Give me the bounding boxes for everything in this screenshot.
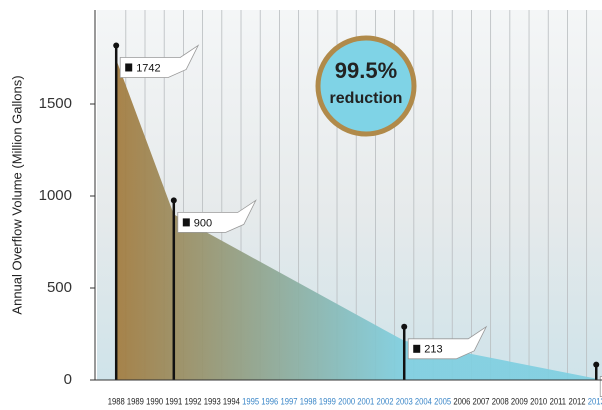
- flag: [177, 199, 257, 233]
- flag: [407, 325, 488, 360]
- y-tick-label: 1000: [39, 187, 72, 204]
- x-tick-label: 2003: [396, 396, 413, 407]
- x-tick-label: 2005: [434, 396, 451, 407]
- x-tick-label: 1996: [261, 396, 278, 407]
- x-tick-label: 1999: [319, 396, 336, 407]
- y-tick-label: 500: [47, 279, 72, 296]
- x-tick-label: 1988: [108, 396, 125, 407]
- x-tick-label: 2012: [569, 396, 586, 407]
- value-label: 900: [194, 217, 212, 229]
- x-tick-label: 2010: [530, 396, 547, 407]
- x-tick-label: 2007: [473, 396, 490, 407]
- value-label: 1742: [136, 62, 160, 74]
- badge-percent: 99.5%: [335, 58, 397, 83]
- x-tick-label: 1997: [281, 396, 298, 407]
- flag-marker: [125, 63, 133, 72]
- x-tick-label: 1992: [185, 396, 202, 407]
- y-axis-label: Annual Overflow Volume (Million Gallons): [9, 75, 24, 314]
- x-tick-label: 1998: [300, 396, 317, 407]
- point: [401, 323, 408, 330]
- x-tick-label: 1989: [127, 396, 144, 407]
- x-tick-label: 1991: [165, 396, 182, 407]
- flag: [119, 44, 200, 78]
- x-tick-label: 2008: [492, 396, 509, 407]
- x-tick-label: 2000: [338, 396, 355, 407]
- badge-text: reduction: [330, 90, 403, 107]
- x-tick-label: 2001: [357, 396, 374, 407]
- x-tick-label: 1994: [223, 396, 240, 407]
- area: [116, 59, 597, 381]
- point: [170, 197, 177, 204]
- flag-marker: [182, 218, 190, 227]
- x-tick-label: 2004: [415, 396, 432, 407]
- x-tick-label: 2011: [550, 396, 567, 407]
- flag-marker: [413, 344, 421, 353]
- y-tick-label: 1500: [39, 95, 72, 112]
- x-tick-label: 1993: [204, 396, 221, 407]
- point: [113, 42, 120, 49]
- point: [593, 361, 600, 368]
- y-tick-label: 0: [64, 371, 72, 388]
- x-tick-label: 2002: [377, 396, 394, 407]
- x-tick-label: 1990: [146, 396, 163, 407]
- value-label: 213: [424, 344, 442, 356]
- reduction-badge: [315, 35, 417, 137]
- x-tick-label: 2009: [511, 396, 528, 407]
- x-tick-label: 2013: [588, 396, 602, 407]
- x-tick-label: 2006: [453, 396, 470, 407]
- x-tick-label: 1995: [242, 396, 259, 407]
